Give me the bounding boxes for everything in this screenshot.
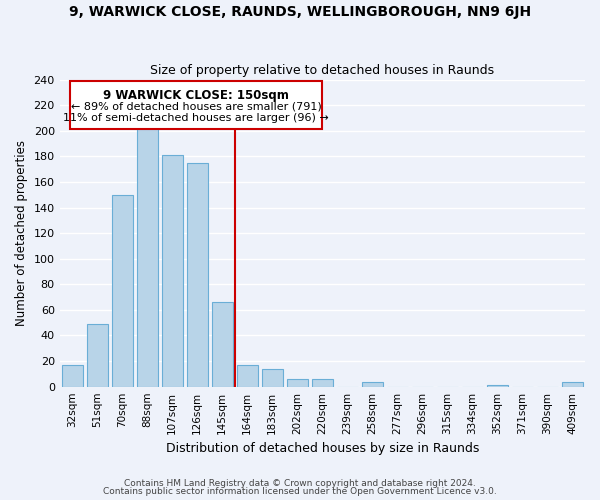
Bar xyxy=(362,382,383,386)
Bar xyxy=(236,365,258,386)
Bar xyxy=(62,365,83,386)
Bar xyxy=(112,194,133,386)
Bar xyxy=(562,382,583,386)
Y-axis label: Number of detached properties: Number of detached properties xyxy=(15,140,28,326)
Bar xyxy=(212,302,233,386)
Title: Size of property relative to detached houses in Raunds: Size of property relative to detached ho… xyxy=(150,64,494,77)
Text: 9, WARWICK CLOSE, RAUNDS, WELLINGBOROUGH, NN9 6JH: 9, WARWICK CLOSE, RAUNDS, WELLINGBOROUGH… xyxy=(69,5,531,19)
FancyBboxPatch shape xyxy=(70,81,322,128)
Bar xyxy=(137,130,158,386)
Bar xyxy=(161,155,183,386)
Bar xyxy=(287,379,308,386)
Text: 9 WARWICK CLOSE: 150sqm: 9 WARWICK CLOSE: 150sqm xyxy=(103,89,289,102)
Bar xyxy=(262,369,283,386)
Bar xyxy=(312,379,333,386)
Text: Contains HM Land Registry data © Crown copyright and database right 2024.: Contains HM Land Registry data © Crown c… xyxy=(124,478,476,488)
Text: ← 89% of detached houses are smaller (791): ← 89% of detached houses are smaller (79… xyxy=(71,101,322,111)
Text: Contains public sector information licensed under the Open Government Licence v3: Contains public sector information licen… xyxy=(103,487,497,496)
Bar xyxy=(187,162,208,386)
X-axis label: Distribution of detached houses by size in Raunds: Distribution of detached houses by size … xyxy=(166,442,479,455)
Bar xyxy=(86,324,108,386)
Text: 11% of semi-detached houses are larger (96) →: 11% of semi-detached houses are larger (… xyxy=(64,114,329,124)
